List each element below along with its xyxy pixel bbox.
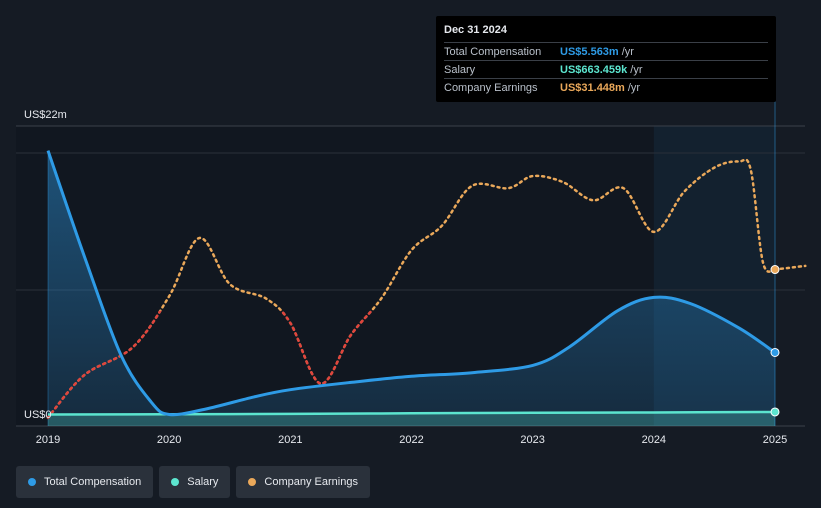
legend-dot-icon <box>171 478 180 486</box>
company-earnings-marker <box>770 265 780 275</box>
tooltip: Dec 31 2024 Total Compensation US$5.563m… <box>436 16 776 102</box>
legend-dot-icon <box>248 478 257 486</box>
x-tick-label: 2021 <box>278 434 302 446</box>
company-earnings-forecast-line <box>773 264 807 271</box>
legend: Total Compensation Salary Company Earnin… <box>16 466 370 498</box>
x-tick-label: 2023 <box>520 434 544 446</box>
legend-label: Salary <box>187 476 219 488</box>
tooltip-row-company-earnings: Company Earnings US$31.448m /yr <box>444 78 768 96</box>
tooltip-unit: /yr <box>627 81 641 94</box>
y-axis-bottom-label: US$0 <box>24 409 52 421</box>
salary-area <box>48 412 775 426</box>
legend-item-salary[interactable]: Salary <box>159 466 231 498</box>
tooltip-unit: /yr <box>630 63 643 76</box>
y-axis-top-label: US$22m <box>24 109 67 121</box>
tooltip-value: US$5.563m <box>560 45 619 58</box>
x-axis-ticks: 2019 2020 2021 2022 2023 2024 2025 <box>36 434 787 446</box>
x-tick-label: 2019 <box>36 434 60 446</box>
tooltip-value: US$31.448m <box>560 81 625 94</box>
tooltip-label: Total Compensation <box>444 45 542 58</box>
x-tick-label: 2020 <box>157 434 181 446</box>
total-compensation-marker <box>770 347 780 357</box>
total-compensation-area <box>48 150 775 426</box>
legend-item-total-compensation[interactable]: Total Compensation <box>16 466 154 498</box>
company-earnings-line <box>46 158 777 419</box>
total-compensation-line <box>46 150 776 417</box>
series-layer <box>46 150 807 426</box>
x-tick-label: 2022 <box>399 434 423 446</box>
tooltip-row-salary: Salary US$663.459k /yr <box>444 60 768 78</box>
x-tick-label: 2024 <box>642 434 666 446</box>
tooltip-label: Company Earnings <box>444 81 538 94</box>
tooltip-date: Dec 31 2024 <box>444 24 507 36</box>
x-tick-label: 2025 <box>763 434 787 446</box>
tooltip-label: Salary <box>444 63 476 76</box>
tooltip-row-total-compensation: Total Compensation US$5.563m /yr <box>444 42 768 60</box>
legend-label: Total Compensation <box>44 476 142 488</box>
legend-item-company-earnings[interactable]: Company Earnings <box>236 466 370 498</box>
legend-label: Company Earnings <box>264 476 358 488</box>
tooltip-value: US$663.459k <box>560 63 628 76</box>
legend-dot-icon <box>28 478 36 486</box>
tooltip-unit: /yr <box>621 45 634 58</box>
salary-marker <box>770 407 780 417</box>
